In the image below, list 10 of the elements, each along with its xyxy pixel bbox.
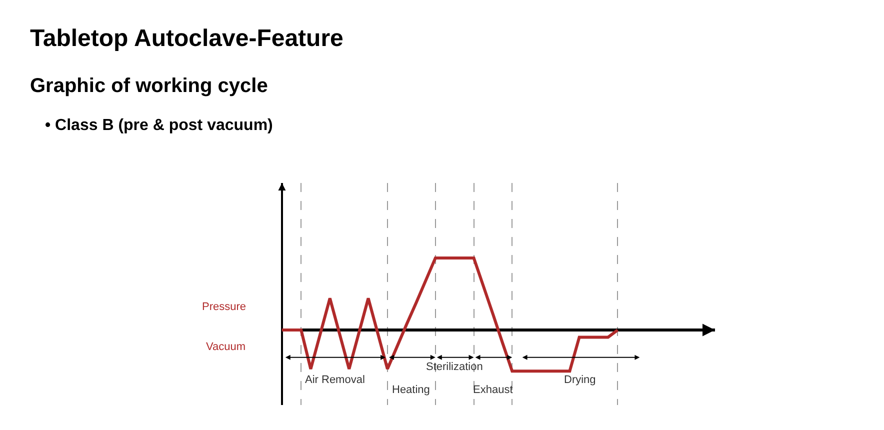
chart-title: Tabletop Autoclave-Feature: [30, 25, 344, 52]
text: Drying: [564, 374, 596, 386]
annotation: Sterilization: [426, 361, 483, 373]
text: Exhaust: [473, 384, 513, 396]
chart-subtitle: Graphic of working cycle: [30, 75, 268, 97]
text: Pressure: [202, 301, 246, 313]
text: • Class B (pre & post vacuum): [45, 117, 273, 134]
text: Vacuum: [206, 341, 246, 353]
text: Heating: [392, 384, 430, 396]
text: Air Removal: [305, 374, 365, 386]
